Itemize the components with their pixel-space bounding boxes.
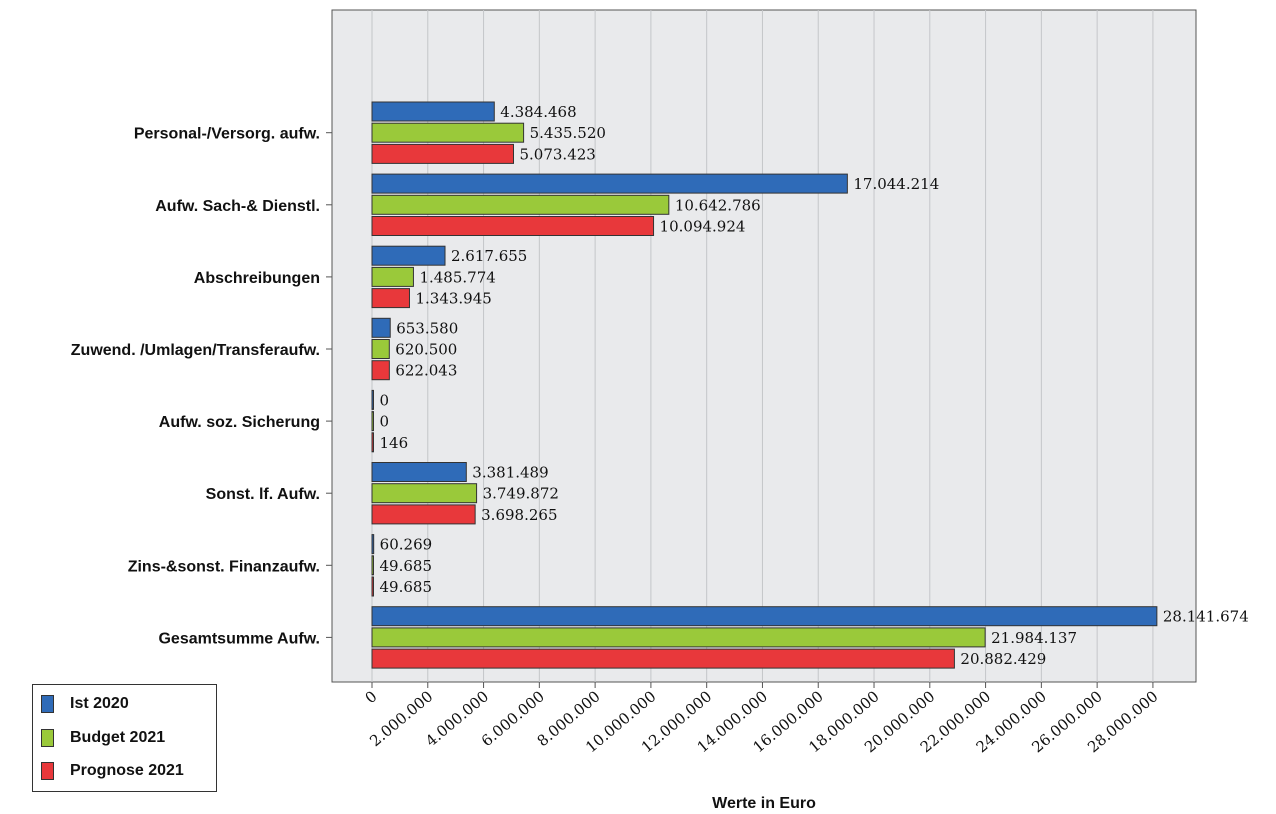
category-label: Zuwend. /Umlagen/Transferaufw. bbox=[71, 342, 320, 359]
category-label: Zins-&sonst. Finanzaufw. bbox=[128, 558, 320, 575]
bar-value-label: 17.044.214 bbox=[853, 175, 939, 193]
bars bbox=[371, 101, 1158, 669]
bar bbox=[371, 606, 1158, 627]
bar bbox=[371, 648, 955, 669]
bar-value-label: 49.685 bbox=[380, 578, 433, 596]
plot-area bbox=[331, 9, 1197, 683]
bar bbox=[371, 101, 495, 122]
legend-swatch-red bbox=[41, 762, 54, 780]
x-axis-title: Werte in Euro bbox=[712, 795, 816, 812]
bar-value-label: 10.094.924 bbox=[660, 218, 746, 236]
bar bbox=[371, 143, 514, 164]
bar-value-label: 49.685 bbox=[380, 557, 433, 575]
legend-swatch-blue bbox=[41, 695, 54, 713]
category-labels: Personal-/Versorg. aufw. Aufw. Sach-& Die… bbox=[71, 126, 332, 647]
bar bbox=[371, 122, 525, 143]
category-label: Sonst. lf. Aufw. bbox=[206, 486, 320, 503]
bar-value-label: 620.500 bbox=[395, 341, 457, 359]
bar-value-label: 28.141.674 bbox=[1163, 608, 1249, 626]
bar-value-label: 5.073.423 bbox=[519, 145, 595, 163]
bar bbox=[371, 411, 374, 432]
category-label: Personal-/Versorg. aufw. bbox=[134, 126, 320, 143]
bar bbox=[371, 216, 655, 236]
bar-value-label: 3.381.489 bbox=[472, 464, 548, 482]
bar bbox=[371, 389, 374, 410]
x-tick-label: 0 bbox=[362, 687, 381, 707]
bar-value-label: 10.642.786 bbox=[675, 196, 761, 214]
legend-item-ist-2020: Ist 2020 bbox=[41, 693, 129, 715]
bar-value-label: 653.580 bbox=[396, 319, 458, 337]
bar-value-label: 1.343.945 bbox=[415, 290, 491, 308]
bar-value-label: 0 bbox=[380, 413, 390, 431]
bar bbox=[371, 432, 374, 453]
bar bbox=[371, 317, 391, 338]
bar bbox=[371, 360, 390, 381]
bar bbox=[371, 462, 467, 482]
bar-value-label: 20.882.429 bbox=[960, 650, 1046, 668]
bar bbox=[371, 534, 375, 555]
legend-label: Ist 2020 bbox=[70, 695, 129, 712]
category-label: Abschreibungen bbox=[194, 270, 320, 287]
category-label: Aufw. soz. Sicherung bbox=[159, 414, 320, 431]
bar-value-label: 3.749.872 bbox=[483, 485, 559, 503]
bar bbox=[371, 266, 414, 287]
value-labels: 4.384.468 5.435.520 5.073.423 17.044.214 10.… bbox=[380, 103, 1249, 668]
bar bbox=[371, 504, 476, 525]
legend-item-prognose-2021: Prognose 2021 bbox=[41, 760, 184, 782]
category-label: Gesamtsumme Aufw. bbox=[158, 630, 320, 647]
legend-label: Prognose 2021 bbox=[70, 762, 184, 779]
legend-item-budget-2021: Budget 2021 bbox=[41, 727, 165, 749]
bar-value-label: 21.984.137 bbox=[991, 629, 1077, 647]
bar bbox=[371, 173, 848, 194]
bar-value-label: 1.485.774 bbox=[419, 268, 495, 286]
bar-value-label: 3.698.265 bbox=[481, 506, 557, 524]
bar bbox=[371, 555, 374, 576]
bar bbox=[371, 483, 478, 504]
bar-value-label: 4.384.468 bbox=[500, 103, 576, 121]
legend-label: Budget 2021 bbox=[70, 729, 166, 746]
bar bbox=[371, 576, 374, 597]
bar bbox=[371, 194, 670, 215]
bar-value-label: 60.269 bbox=[380, 536, 433, 554]
bar-value-label: 0 bbox=[380, 391, 390, 409]
bar bbox=[371, 339, 390, 359]
bar bbox=[371, 288, 410, 309]
category-label: Aufw. Sach-& Dienstl. bbox=[155, 198, 320, 215]
bar-value-label: 5.435.520 bbox=[530, 124, 606, 142]
bar bbox=[371, 627, 986, 648]
legend: Ist 2020 Budget 2021 Prognose 2021 bbox=[32, 684, 217, 792]
bar-value-label: 146 bbox=[380, 434, 409, 452]
legend-swatch-green bbox=[41, 729, 54, 747]
x-tick-labels: 02.000.0004.000.0006.000.0008.000.00010.… bbox=[362, 687, 1162, 756]
bar-value-label: 622.043 bbox=[395, 362, 457, 380]
bar bbox=[371, 245, 446, 266]
bar-value-label: 2.617.655 bbox=[451, 247, 527, 265]
